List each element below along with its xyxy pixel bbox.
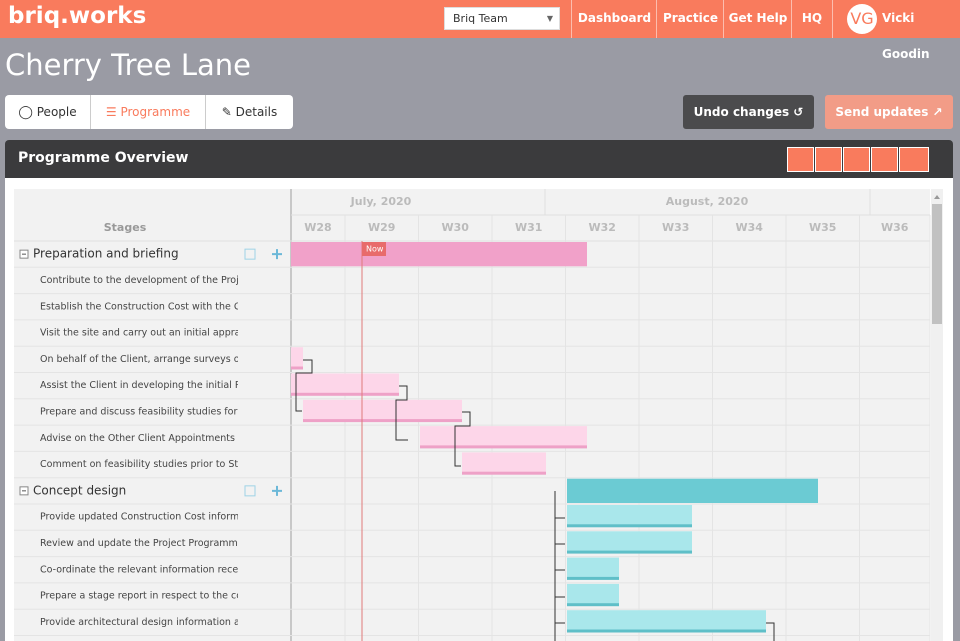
task-label: Prepare and discuss feasibility studies … bbox=[40, 406, 250, 417]
task-bar bbox=[567, 610, 766, 632]
task-label: Provide architectural design information… bbox=[40, 617, 246, 628]
team-select-text: Briq Team bbox=[453, 12, 508, 25]
tab-label: Details bbox=[235, 105, 278, 119]
dependency bbox=[295, 359, 313, 412]
tab-label: People bbox=[36, 105, 77, 119]
team-select[interactable]: Briq Team ▼ bbox=[444, 7, 560, 30]
task-label: Prepare a stage report in respect to the… bbox=[40, 591, 248, 602]
button-label: Send updates bbox=[835, 105, 929, 119]
panel-title: Programme Overview bbox=[18, 150, 189, 166]
task-bar bbox=[420, 426, 587, 448]
nav-link[interactable]: HQ bbox=[791, 0, 833, 38]
week-label: W28 bbox=[304, 221, 331, 234]
task-label: Provide updated Construction Cost inform… bbox=[40, 512, 245, 523]
task-label: Comment on feasibility studies prior to … bbox=[40, 459, 250, 470]
task-bar bbox=[462, 452, 546, 474]
week-label: W35 bbox=[809, 221, 836, 234]
group-bar bbox=[567, 478, 818, 503]
task-progress bbox=[303, 419, 462, 423]
page-title: Cherry Tree Lane bbox=[5, 48, 251, 82]
dependency bbox=[395, 385, 408, 441]
user-name[interactable]: Vicki Goodin bbox=[882, 11, 930, 61]
nav-link[interactable]: Get Help bbox=[723, 0, 792, 38]
send-button[interactable]: Send updates ↗ bbox=[825, 95, 953, 129]
stages-header: Stages bbox=[104, 221, 147, 234]
scrollbar-thumb[interactable] bbox=[932, 204, 942, 324]
edit-icon[interactable] bbox=[244, 248, 256, 260]
week-label: W32 bbox=[589, 221, 616, 234]
now-label: Now bbox=[366, 245, 384, 254]
icon-button[interactable] bbox=[899, 147, 929, 172]
tab-label: Programme bbox=[120, 105, 191, 119]
avatar[interactable]: VG bbox=[847, 4, 877, 34]
task-label: Establish the Construction Cost with the… bbox=[40, 301, 252, 312]
add-icon[interactable] bbox=[272, 249, 282, 260]
task-label: Visit the site and carry out an initial … bbox=[40, 328, 248, 339]
nav-link[interactable]: Dashboard bbox=[571, 0, 657, 38]
add-icon[interactable] bbox=[272, 485, 282, 496]
undo-button[interactable]: Undo changes ↺ bbox=[683, 95, 814, 129]
task-progress bbox=[291, 366, 303, 370]
edit-icon[interactable] bbox=[244, 485, 256, 497]
nav-link[interactable]: Practice bbox=[656, 0, 724, 38]
week-label: W33 bbox=[662, 221, 689, 234]
task-progress bbox=[462, 471, 546, 475]
logo[interactable]: briq.works bbox=[8, 3, 147, 29]
tab[interactable]: ☰ Programme bbox=[91, 95, 206, 129]
stage-label: Preparation and briefing bbox=[33, 247, 179, 261]
scroll-up[interactable] bbox=[934, 195, 940, 199]
month-label: August, 2020 bbox=[666, 195, 749, 208]
gantt: Stages July, 2020 August, 2020 W28 W29 W30 W31… bbox=[14, 189, 943, 641]
dependency bbox=[766, 622, 775, 641]
task-bar bbox=[567, 531, 692, 553]
task-label: Assist the Client in developing the init… bbox=[40, 380, 253, 391]
tab[interactable]: ◯ People bbox=[5, 95, 91, 129]
task-bar bbox=[567, 557, 619, 579]
task-progress bbox=[291, 392, 399, 396]
task-bar bbox=[303, 399, 462, 422]
month-label: July, 2020 bbox=[350, 195, 412, 208]
tab[interactable]: ✎ Details bbox=[221, 105, 278, 119]
task-progress bbox=[567, 524, 692, 528]
week-label: W29 bbox=[368, 221, 395, 234]
task-label: Contribute to the development of the Pro… bbox=[40, 275, 254, 286]
icon-button[interactable] bbox=[871, 147, 898, 172]
button-label: Undo changes bbox=[693, 105, 790, 119]
task-bar bbox=[291, 373, 399, 395]
week-label: W36 bbox=[881, 221, 909, 234]
now-badge bbox=[362, 242, 386, 256]
week-label: W30 bbox=[442, 221, 470, 234]
task-progress bbox=[567, 576, 619, 580]
stage-label: Concept design bbox=[33, 483, 126, 497]
task-progress bbox=[420, 445, 587, 449]
task-label: Advise on the Other Client Appointments … bbox=[40, 433, 248, 444]
task-bar bbox=[567, 505, 692, 527]
task-progress bbox=[567, 550, 692, 554]
task-bar bbox=[291, 347, 303, 369]
tab-group: ◯ People ☰ Programme ✎ Details bbox=[5, 95, 293, 129]
task-label: On behalf of the Client, arrange surveys… bbox=[40, 354, 252, 365]
week-label: W34 bbox=[736, 221, 764, 234]
week-label: W31 bbox=[515, 221, 542, 234]
dependency bbox=[454, 411, 471, 467]
task-bar bbox=[567, 583, 619, 606]
icon-button[interactable] bbox=[787, 147, 814, 172]
task-progress bbox=[567, 629, 766, 633]
task-label: Co-ordinate the relevant information rec… bbox=[40, 564, 247, 575]
icon-button[interactable] bbox=[843, 147, 870, 172]
task-progress bbox=[567, 603, 619, 607]
icon-button[interactable] bbox=[815, 147, 842, 172]
group-bar bbox=[291, 242, 587, 267]
task-label: Review and update the Project Programme bbox=[40, 538, 244, 549]
